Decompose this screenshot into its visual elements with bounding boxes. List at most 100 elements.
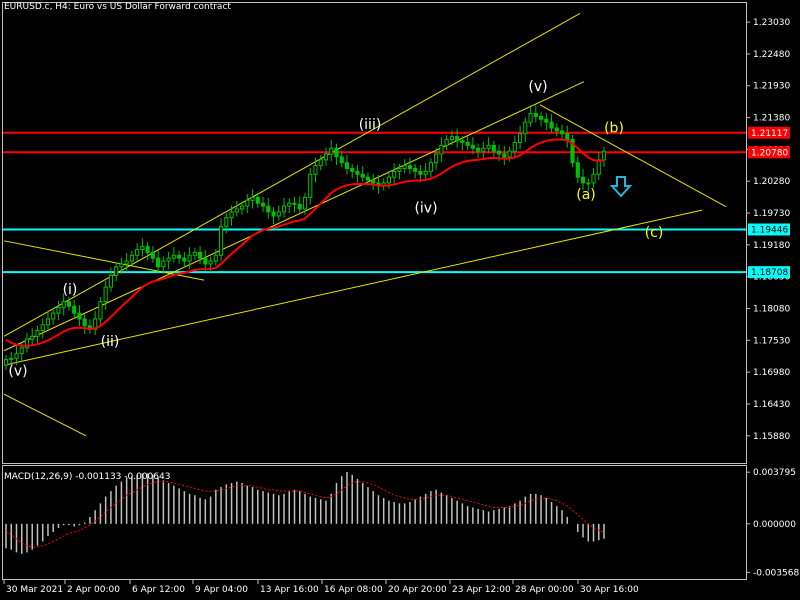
trendlines [3, 12, 727, 437]
red-upper-label: 1.21117 [751, 129, 788, 139]
candle [528, 107, 533, 127]
candle [549, 114, 554, 133]
candle-body [318, 159, 323, 167]
candle-body [234, 208, 239, 213]
price-tick-label: 1.18080 [753, 305, 790, 315]
candle-body [30, 335, 35, 340]
wave-label: (iv) [414, 200, 437, 216]
price-tick-label: 1.21930 [753, 82, 790, 92]
candle [402, 159, 407, 174]
candle [580, 169, 586, 190]
macd-signal [5, 481, 605, 548]
candle [460, 136, 465, 151]
down-arrow-shape [609, 176, 633, 198]
red-upper-label-bg [748, 126, 790, 139]
candle-body [586, 182, 591, 185]
candle-body [544, 118, 549, 123]
candle-body [3, 358, 9, 366]
candle [87, 319, 93, 334]
candle-body [397, 167, 402, 172]
cyan-upper-label-bg [748, 223, 790, 236]
candle-body [313, 165, 318, 175]
left-declining-bottom [3, 393, 87, 437]
candle [213, 248, 218, 266]
macd-histogram [5, 472, 605, 554]
candles [3, 105, 607, 370]
candle-body [465, 141, 470, 146]
candle [570, 134, 575, 168]
candle [114, 262, 119, 282]
candle [203, 250, 208, 271]
candle [140, 238, 145, 257]
candle [517, 125, 523, 150]
candle [234, 200, 239, 217]
candle-body [491, 144, 496, 152]
candle [575, 156, 580, 183]
candle-body [455, 136, 460, 142]
candle [145, 241, 150, 261]
candle [14, 345, 19, 366]
candle [449, 130, 454, 146]
candle-body [266, 205, 271, 213]
candle-body [601, 150, 607, 161]
candle-body [129, 254, 134, 262]
candle [276, 205, 281, 221]
candle [224, 213, 229, 234]
candle [355, 165, 360, 183]
wave-label: (b) [604, 121, 624, 137]
candle [198, 246, 203, 264]
wave-annotations: (v) (i) (ii) (iii) (iv) (v) (b) (a) (c) [8, 79, 663, 380]
candle [329, 140, 334, 161]
candle-body [114, 266, 119, 277]
candle-body [161, 260, 166, 268]
candle-body [439, 144, 444, 155]
candle-body [428, 162, 433, 172]
macd-signal-line [5, 481, 605, 548]
candle [93, 310, 98, 336]
candle-body [9, 357, 14, 360]
candle [381, 178, 386, 191]
candle-body [596, 159, 601, 175]
upper-channel-inner [3, 81, 585, 352]
time-tick-label: 6 Apr 12:00 [132, 585, 185, 595]
candle-body [250, 196, 255, 201]
candle-body [413, 167, 418, 172]
candle-body [229, 211, 234, 219]
candle-body [292, 202, 297, 205]
candle [491, 140, 496, 157]
candle-body [449, 136, 454, 141]
cyan-lower-label-bg [748, 266, 790, 279]
time-tick-label: 9 Apr 04:00 [195, 585, 248, 595]
candle [35, 325, 40, 344]
wave-label: (ii) [101, 334, 120, 350]
price-tick-label: 1.21380 [753, 114, 790, 124]
candle [156, 250, 161, 273]
time-axis: 30 Mar 2021 2 Apr 00:00 6 Apr 12:00 9 Apr 0… [3, 580, 639, 595]
candle [601, 146, 607, 167]
left-declining-top [3, 240, 205, 281]
candle-body [481, 147, 486, 152]
candle [559, 124, 565, 141]
candle [82, 314, 87, 334]
candle-body [171, 254, 176, 259]
candle-body [135, 248, 140, 256]
candle [350, 163, 355, 179]
price-tick-label: 1.22480 [753, 50, 790, 60]
chart-title: EURUSD.c, H4: Euro vs US Dollar Forward … [4, 2, 231, 12]
candle [512, 136, 517, 157]
candle [455, 128, 460, 148]
candle [166, 251, 171, 270]
candle-body [565, 133, 570, 141]
candle [229, 205, 234, 226]
candle-body [444, 139, 449, 146]
candle-body [502, 153, 507, 158]
candle-body [56, 306, 61, 314]
candle-body [218, 225, 224, 256]
candle [554, 123, 559, 137]
candle-body [460, 140, 465, 143]
price-tick-label: 1.19180 [753, 241, 790, 251]
time-tick-label: 28 Apr 00:00 [515, 585, 574, 595]
time-tick-label: 30 Apr 16:00 [580, 585, 639, 595]
price-tick-label: 1.16980 [753, 368, 790, 378]
